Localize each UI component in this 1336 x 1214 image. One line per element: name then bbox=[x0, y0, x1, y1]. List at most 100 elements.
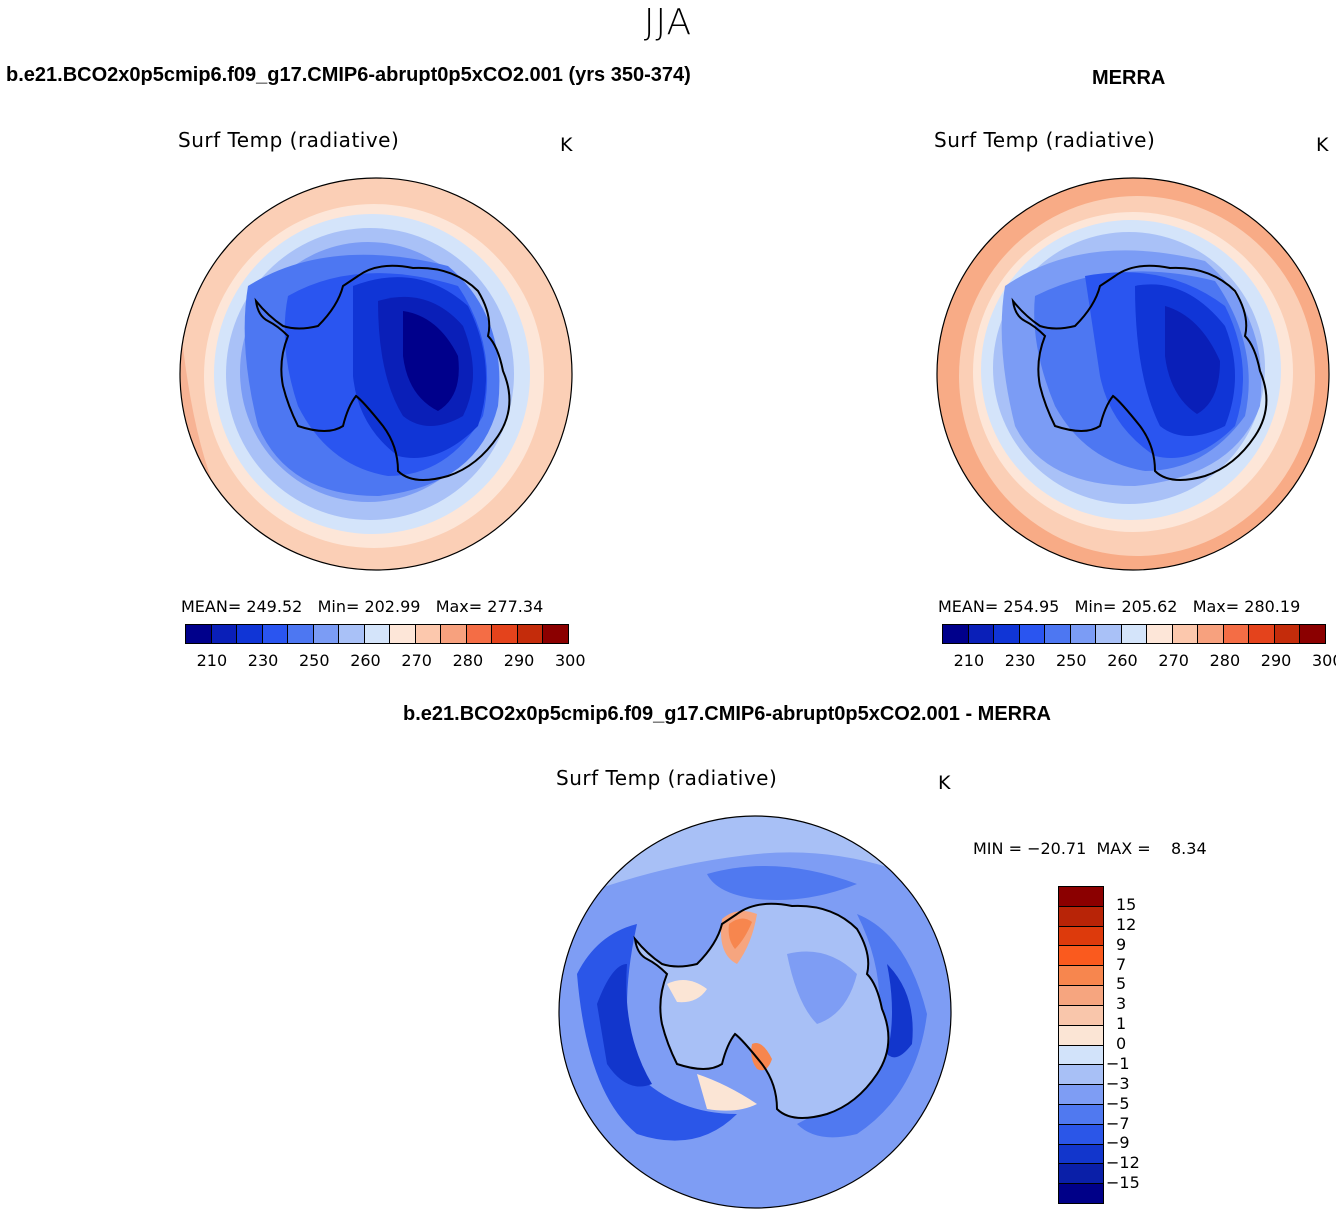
colorbar-cell bbox=[994, 625, 1020, 643]
colorbar-cell bbox=[1300, 625, 1325, 643]
colorbar-cell bbox=[1019, 625, 1046, 643]
colorbar-cell bbox=[1059, 1025, 1103, 1046]
colorbar-tick-label: 260 bbox=[350, 651, 381, 670]
colorbar-tick-label: 7 bbox=[1116, 954, 1127, 974]
colorbar-tick-label: 290 bbox=[1260, 651, 1292, 670]
colorbar-tick-label: 280 bbox=[452, 651, 484, 670]
colorbar-cell bbox=[1059, 1104, 1103, 1125]
colorbar-tick-label: 270 bbox=[401, 651, 432, 670]
colorbar-tick-label: −12 bbox=[1106, 1153, 1140, 1173]
colorbar-cell bbox=[1059, 1045, 1103, 1066]
right-colorbar-ticks: 210 230 250 260 270 280 290 300 bbox=[942, 651, 1336, 671]
colorbar-cell bbox=[364, 625, 391, 643]
colorbar-tick-label: 280 bbox=[1209, 651, 1241, 670]
colorbar-tick-label: 300 bbox=[555, 651, 586, 670]
colorbar-cell bbox=[1059, 1144, 1103, 1165]
colorbar-tick-label: −15 bbox=[1106, 1173, 1140, 1193]
colorbar-tick-label: 250 bbox=[1056, 651, 1087, 670]
colorbar-cell bbox=[1059, 1065, 1103, 1086]
colorbar-tick-label: 270 bbox=[1158, 651, 1189, 670]
left-case-title: b.e21.BCO2x0p5cmip6.f09_g17.CMIP6-abrupt… bbox=[6, 64, 691, 86]
colorbar-cell bbox=[466, 625, 493, 643]
colorbar-cell bbox=[968, 625, 995, 643]
colorbar-tick-label: −1 bbox=[1106, 1053, 1130, 1073]
colorbar-cell bbox=[1172, 625, 1199, 643]
diff-polar-map bbox=[558, 815, 952, 1209]
colorbar-cell bbox=[1070, 625, 1097, 643]
left-variable-title: Surf Temp (radiative) bbox=[178, 128, 400, 152]
left-polar-map bbox=[179, 177, 573, 571]
colorbar-cell bbox=[1059, 1085, 1103, 1105]
right-polar-map bbox=[936, 177, 1330, 571]
colorbar-tick-label: 300 bbox=[1312, 651, 1336, 670]
colorbar-cell bbox=[1059, 966, 1103, 987]
colorbar-cell bbox=[1059, 887, 1103, 907]
colorbar-cell bbox=[1059, 906, 1103, 927]
colorbar-cell bbox=[1059, 986, 1103, 1006]
colorbar-cell bbox=[313, 625, 340, 643]
diff-colorbar bbox=[1058, 886, 1104, 1204]
colorbar-cell bbox=[1223, 625, 1250, 643]
diff-case-title: b.e21.BCO2x0p5cmip6.f09_g17.CMIP6-abrupt… bbox=[403, 703, 1051, 725]
right-colorbar bbox=[942, 624, 1326, 644]
colorbar-tick-label: −3 bbox=[1106, 1073, 1130, 1093]
colorbar-tick-label: 210 bbox=[196, 651, 228, 670]
right-stats-text: MEAN= 254.95 Min= 205.62 Max= 280.19 bbox=[938, 597, 1301, 616]
colorbar-tick-label: 260 bbox=[1107, 651, 1138, 670]
colorbar-cell bbox=[1274, 625, 1301, 643]
colorbar-cell bbox=[1147, 625, 1173, 643]
colorbar-tick-label: 1 bbox=[1116, 1014, 1127, 1034]
colorbar-cell bbox=[1059, 1124, 1103, 1145]
left-map-coastline bbox=[254, 264, 511, 481]
colorbar-cell bbox=[390, 625, 416, 643]
colorbar-cell bbox=[1059, 946, 1103, 967]
colorbar-tick-label: 210 bbox=[953, 651, 985, 670]
colorbar-tick-label: 250 bbox=[299, 651, 330, 670]
colorbar-cell bbox=[543, 625, 568, 643]
colorbar-cell bbox=[441, 625, 467, 643]
colorbar-tick-label: 230 bbox=[247, 651, 279, 670]
colorbar-tick-label: 5 bbox=[1116, 974, 1127, 994]
right-variable-title: Surf Temp (radiative) bbox=[934, 128, 1156, 152]
left-stats-text: MEAN= 249.52 Min= 202.99 Max= 277.34 bbox=[181, 597, 544, 616]
left-colorbar bbox=[185, 624, 569, 644]
colorbar-tick-label: 9 bbox=[1116, 934, 1127, 954]
right-case-title: MERRA bbox=[1092, 67, 1166, 89]
colorbar-tick-label: −9 bbox=[1106, 1133, 1130, 1153]
colorbar-tick-label: −7 bbox=[1106, 1113, 1130, 1133]
left-colorbar-ticks: 210 230 250 260 270 280 290 300 bbox=[185, 651, 586, 671]
colorbar-cell bbox=[492, 625, 518, 643]
left-units-label: K bbox=[560, 134, 573, 156]
colorbar-cell bbox=[1045, 625, 1071, 643]
colorbar-cell bbox=[186, 625, 212, 643]
colorbar-cell bbox=[1121, 625, 1148, 643]
colorbar-cell bbox=[1059, 1164, 1103, 1185]
colorbar-tick-label: 15 bbox=[1116, 894, 1137, 914]
colorbar-cell bbox=[1198, 625, 1224, 643]
colorbar-cell bbox=[1059, 1005, 1103, 1026]
colorbar-cell bbox=[262, 625, 289, 643]
colorbar-cell bbox=[517, 625, 544, 643]
colorbar-cell bbox=[1249, 625, 1275, 643]
diff-stats-text: MIN = −20.71 MAX = 8.34 bbox=[973, 839, 1207, 858]
colorbar-tick-label: 3 bbox=[1116, 994, 1127, 1014]
colorbar-cell bbox=[1059, 1184, 1103, 1203]
colorbar-cell bbox=[339, 625, 365, 643]
left-map-band-9 bbox=[403, 311, 459, 411]
right-units-label: K bbox=[1316, 134, 1329, 156]
colorbar-tick-label: 290 bbox=[503, 651, 535, 670]
diff-units-label: K bbox=[938, 772, 951, 794]
colorbar-tick-label: 0 bbox=[1116, 1034, 1127, 1053]
colorbar-tick-label: −5 bbox=[1106, 1093, 1130, 1113]
colorbar-cell bbox=[288, 625, 314, 643]
colorbar-cell bbox=[943, 625, 969, 643]
colorbar-cell bbox=[1059, 926, 1103, 947]
colorbar-tick-label: 230 bbox=[1004, 651, 1036, 670]
colorbar-cell bbox=[1096, 625, 1122, 643]
colorbar-cell bbox=[211, 625, 238, 643]
diff-colorbar-ticks: 15 12 9 7 5 3 1 0 −1 −3 −5 −7 −9 −12 −15 bbox=[1106, 886, 1172, 1204]
diff-variable-title: Surf Temp (radiative) bbox=[556, 766, 778, 790]
page-title: JJA bbox=[643, 2, 693, 43]
colorbar-cell bbox=[415, 625, 442, 643]
colorbar-cell bbox=[237, 625, 263, 643]
